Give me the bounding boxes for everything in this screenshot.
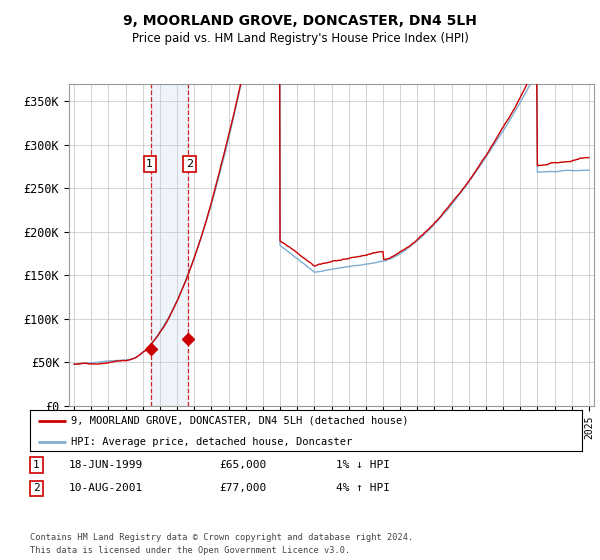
- Text: 1% ↓ HPI: 1% ↓ HPI: [336, 460, 390, 470]
- Text: 1: 1: [146, 159, 154, 169]
- Text: Price paid vs. HM Land Registry's House Price Index (HPI): Price paid vs. HM Land Registry's House …: [131, 32, 469, 45]
- Bar: [151, 84, 188, 406]
- Text: 10-AUG-2001: 10-AUG-2001: [69, 483, 143, 493]
- Text: £65,000: £65,000: [219, 460, 266, 470]
- Text: £77,000: £77,000: [219, 483, 266, 493]
- Text: Contains HM Land Registry data © Crown copyright and database right 2024.
This d: Contains HM Land Registry data © Crown c…: [30, 533, 413, 554]
- Text: 9, MOORLAND GROVE, DONCASTER, DN4 5LH: 9, MOORLAND GROVE, DONCASTER, DN4 5LH: [123, 14, 477, 28]
- Text: 1: 1: [33, 460, 40, 470]
- Text: 2: 2: [33, 483, 40, 493]
- Text: 2: 2: [186, 159, 193, 169]
- Text: 9, MOORLAND GROVE, DONCASTER, DN4 5LH (detached house): 9, MOORLAND GROVE, DONCASTER, DN4 5LH (d…: [71, 416, 409, 426]
- Text: 18-JUN-1999: 18-JUN-1999: [69, 460, 143, 470]
- Text: HPI: Average price, detached house, Doncaster: HPI: Average price, detached house, Donc…: [71, 437, 353, 447]
- Text: 4% ↑ HPI: 4% ↑ HPI: [336, 483, 390, 493]
